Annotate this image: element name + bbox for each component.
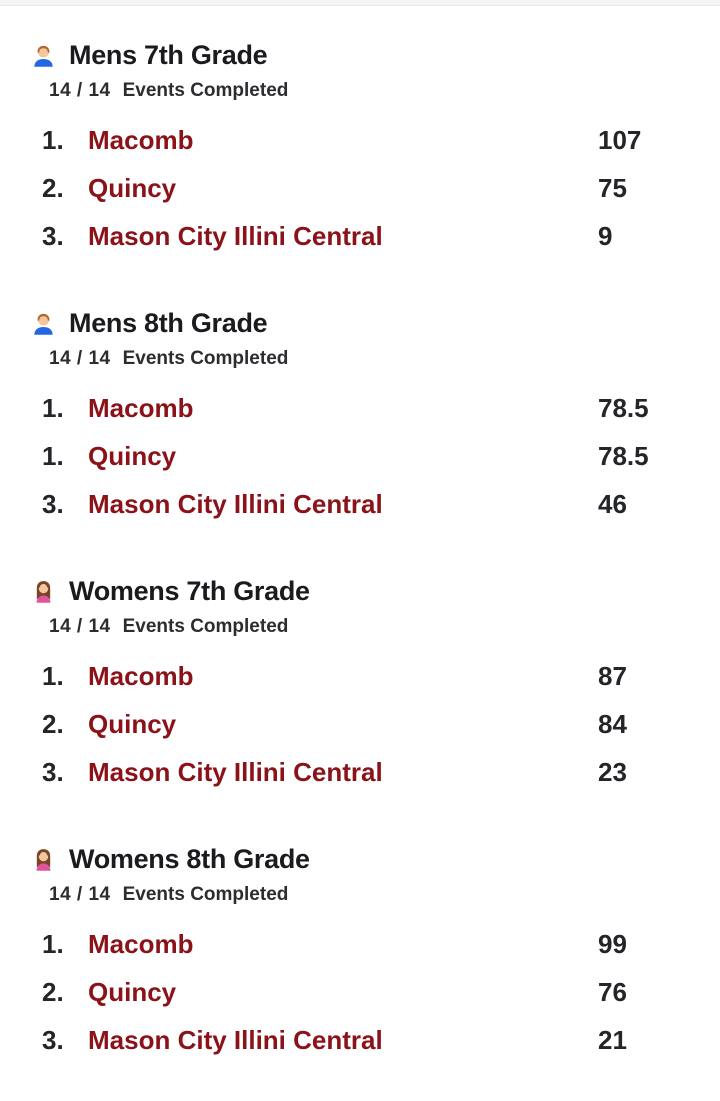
standings-row: 1. Macomb 107 (30, 116, 690, 164)
division-heading: Womens 7th Grade (30, 574, 690, 608)
events-progress-label: Events Completed (122, 616, 289, 637)
team-link[interactable]: Quincy (88, 708, 177, 739)
standings-row: 3. Mason City Illini Central 23 (30, 748, 690, 796)
rank-number: 3. (42, 220, 64, 251)
rank-number: 2. (42, 708, 64, 739)
standings-rows: 1. Macomb 107 2. Quincy 75 3. Mason City… (30, 116, 690, 260)
division-title: Mens 7th Grade (69, 39, 268, 70)
events-progress-label: Events Completed (122, 348, 289, 369)
team-score: 84 (598, 708, 627, 739)
team-link[interactable]: Mason City Illini Central (88, 1024, 383, 1055)
rank-number: 1. (42, 124, 64, 155)
standings-row: 3. Mason City Illini Central 9 (30, 212, 690, 260)
standings-rows: 1. Macomb 78.5 1. Quincy 78.5 3. Mason C… (30, 384, 690, 528)
rank-number: 1. (42, 392, 64, 423)
team-link[interactable]: Macomb (88, 928, 194, 959)
woman-icon (30, 846, 57, 873)
team-score: 87 (598, 660, 627, 691)
team-score: 107 (598, 124, 642, 155)
events-progress-count: 14 / 14 (49, 80, 111, 101)
man-icon (30, 310, 57, 337)
division-heading: Womens 8th Grade (30, 842, 690, 876)
team-score: 99 (598, 928, 627, 959)
division-heading: Mens 8th Grade (30, 306, 690, 340)
team-score: 75 (598, 172, 627, 203)
team-score: 9 (598, 220, 613, 251)
standings-row: 1. Quincy 78.5 (30, 432, 690, 480)
team-link[interactable]: Quincy (88, 440, 177, 471)
man-icon (30, 42, 57, 69)
rank-number: 3. (42, 488, 64, 519)
team-score: 21 (598, 1024, 627, 1055)
standings-row: 1. Macomb 78.5 (30, 384, 690, 432)
division-title: Womens 8th Grade (69, 843, 310, 874)
rank-number: 2. (42, 172, 64, 203)
rank-number: 1. (42, 660, 64, 691)
events-progress-count: 14 / 14 (49, 884, 111, 905)
events-progress: 14 / 14 Events Completed (49, 614, 690, 640)
rank-number: 1. (42, 440, 64, 471)
standings-rows: 1. Macomb 87 2. Quincy 84 3. Mason City … (30, 652, 690, 796)
standings-row: 1. Macomb 99 (30, 920, 690, 968)
team-link[interactable]: Quincy (88, 976, 177, 1007)
team-link[interactable]: Mason City Illini Central (88, 488, 383, 519)
rank-number: 3. (42, 756, 64, 787)
events-progress: 14 / 14 Events Completed (49, 78, 690, 104)
events-progress: 14 / 14 Events Completed (49, 346, 690, 372)
events-progress-label: Events Completed (122, 884, 289, 905)
division-section: Mens 8th Grade 14 / 14 Events Completed … (30, 306, 690, 528)
division-heading: Mens 7th Grade (30, 38, 690, 72)
events-progress-label: Events Completed (122, 80, 289, 101)
rank-number: 1. (42, 928, 64, 959)
division-section: Mens 7th Grade 14 / 14 Events Completed … (30, 38, 690, 260)
standings-row: 2. Quincy 84 (30, 700, 690, 748)
events-progress-count: 14 / 14 (49, 348, 111, 369)
team-link[interactable]: Macomb (88, 392, 194, 423)
events-progress-count: 14 / 14 (49, 616, 111, 637)
team-link[interactable]: Quincy (88, 172, 177, 203)
top-strip (0, 0, 720, 6)
division-title: Womens 7th Grade (69, 575, 310, 606)
standings-row: 3. Mason City Illini Central 46 (30, 480, 690, 528)
team-link[interactable]: Mason City Illini Central (88, 756, 383, 787)
rank-number: 2. (42, 976, 64, 1007)
team-link[interactable]: Mason City Illini Central (88, 220, 383, 251)
woman-icon (30, 578, 57, 605)
standings-row: 2. Quincy 76 (30, 968, 690, 1016)
team-link[interactable]: Macomb (88, 660, 194, 691)
rank-number: 3. (42, 1024, 64, 1055)
team-score: 46 (598, 488, 627, 519)
standings-row: 3. Mason City Illini Central 21 (30, 1016, 690, 1064)
results-list: Mens 7th Grade 14 / 14 Events Completed … (0, 38, 720, 1064)
standings-row: 2. Quincy 75 (30, 164, 690, 212)
team-score: 23 (598, 756, 627, 787)
events-progress: 14 / 14 Events Completed (49, 882, 690, 908)
team-score: 76 (598, 976, 627, 1007)
standings-rows: 1. Macomb 99 2. Quincy 76 3. Mason City … (30, 920, 690, 1064)
standings-row: 1. Macomb 87 (30, 652, 690, 700)
team-score: 78.5 (598, 392, 649, 423)
team-link[interactable]: Macomb (88, 124, 194, 155)
division-section: Womens 7th Grade 14 / 14 Events Complete… (30, 574, 690, 796)
team-score: 78.5 (598, 440, 649, 471)
division-section: Womens 8th Grade 14 / 14 Events Complete… (30, 842, 690, 1064)
division-title: Mens 8th Grade (69, 307, 268, 338)
